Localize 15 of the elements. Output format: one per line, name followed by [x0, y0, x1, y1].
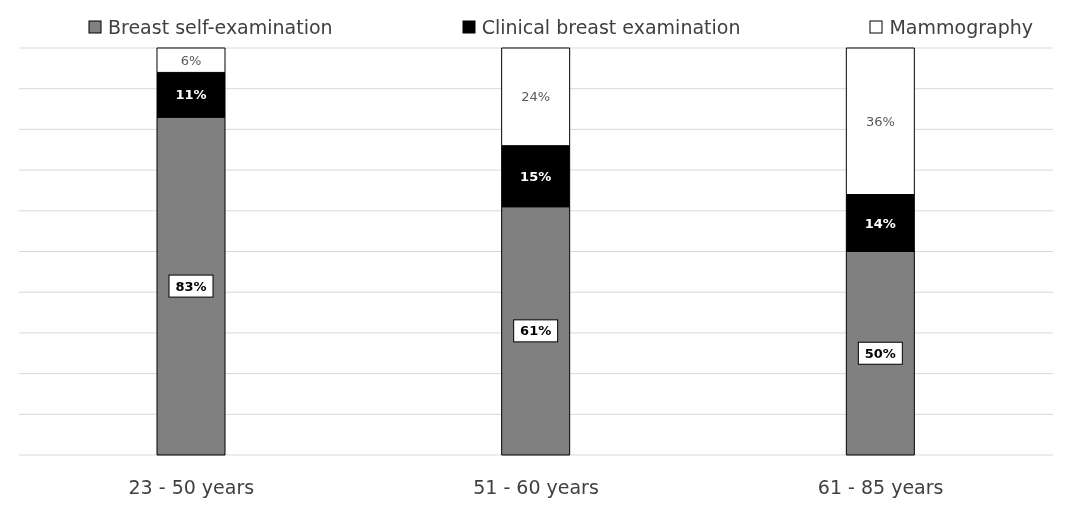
data-label: 50% [864, 345, 896, 361]
data-label: 83% [175, 278, 207, 294]
data-label: 14% [864, 215, 896, 231]
data-label: 24% [521, 89, 551, 105]
data-label: 36% [865, 113, 895, 129]
x-tick-label: 61 - 85 years [817, 476, 944, 499]
data-label: 6% [180, 52, 202, 68]
legend-label: Clinical breast examination [480, 16, 741, 38]
legend-label: Breast self-examination [107, 16, 333, 38]
x-tick-label: 23 - 50 years [128, 476, 255, 499]
data-label: 15% [520, 168, 552, 184]
data-label: 11% [175, 87, 207, 103]
x-tick-label: 51 - 60 years [473, 476, 599, 499]
data-label: 61% [520, 323, 552, 339]
legend-label: Mammography [888, 16, 1033, 38]
